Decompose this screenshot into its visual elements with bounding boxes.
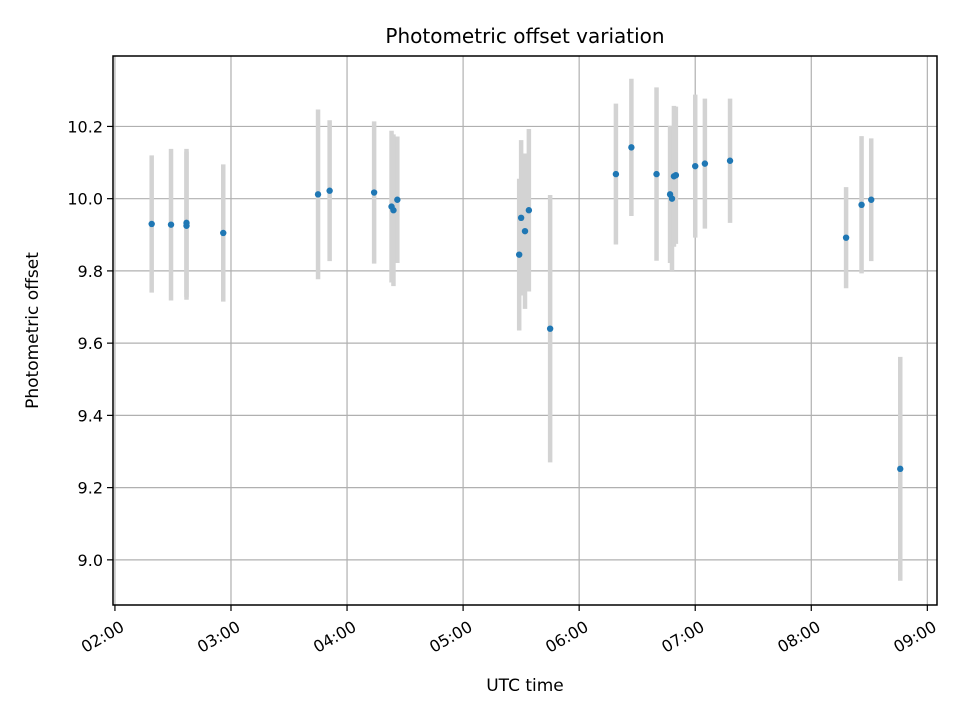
data-point	[842, 234, 850, 241]
data-points	[148, 144, 904, 473]
data-point	[390, 207, 397, 214]
data-point	[394, 196, 401, 203]
y-tick-label: 9.8	[78, 262, 103, 281]
data-point	[701, 160, 709, 167]
data-point	[167, 221, 175, 228]
data-point	[148, 220, 155, 228]
y-tick-label: 9.4	[78, 406, 103, 425]
data-point	[326, 187, 333, 194]
data-point	[521, 227, 529, 235]
data-point	[726, 157, 734, 164]
data-point	[183, 222, 190, 229]
data-point	[314, 191, 322, 198]
y-tick-label: 10.0	[67, 190, 103, 209]
data-point	[668, 195, 676, 202]
y-axis-ticks: 9.0 9.2 9.4 9.6 9.8 10.0 10.2	[67, 117, 113, 570]
plot-frame	[112, 55, 938, 606]
y-axis-title: Photometric offset	[23, 252, 43, 409]
data-point	[515, 251, 523, 258]
data-point	[672, 171, 680, 179]
data-point	[897, 465, 904, 473]
x-axis-title: UTC time	[486, 676, 564, 696]
data-point	[370, 189, 378, 196]
y-tick-label: 9.6	[78, 334, 103, 353]
data-point	[525, 207, 533, 214]
data-point	[628, 144, 635, 151]
data-point	[692, 162, 699, 170]
data-point	[220, 229, 227, 237]
data-point	[517, 214, 525, 222]
data-point	[653, 170, 660, 178]
chart-title: Photometric offset variation	[385, 24, 664, 48]
data-point	[612, 170, 620, 178]
y-tick-label: 10.2	[67, 117, 103, 136]
data-point	[546, 325, 554, 332]
data-point	[868, 196, 875, 203]
data-point	[858, 201, 865, 209]
y-tick-label: 9.2	[78, 479, 103, 498]
y-tick-label: 9.0	[78, 551, 103, 570]
